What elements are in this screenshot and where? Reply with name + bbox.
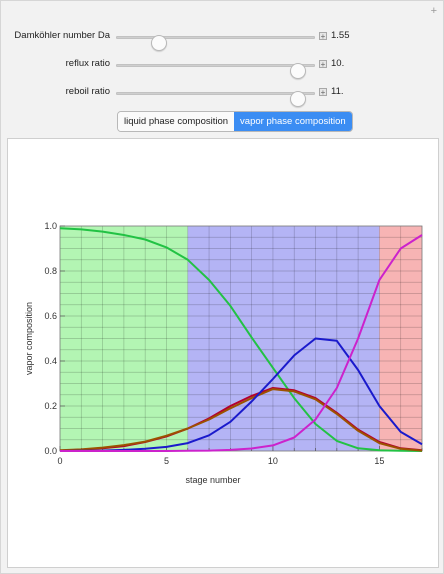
series-line-4 [60,234,423,452]
y-tick-label: 0.2 [44,401,57,411]
damkohler-control: Damköhler number Da + 1.55 [1,29,444,51]
damkohler-value: 1.55 [331,30,350,41]
series-line-2 [59,388,423,452]
reflux-label: reflux ratio [65,58,110,69]
damkohler-expand-icon[interactable]: + [319,32,327,41]
reboil-label: reboil ratio [65,86,110,97]
x-tick-label: 15 [374,456,384,466]
reflux-slider[interactable] [116,63,315,79]
phase-toggle: liquid phase composition vapor phase com… [117,111,353,132]
composition-chart: 0 5 10 15 0.0 0.2 0.4 0.6 0.8 1.0 stage number vapo… [24,221,423,485]
vapor-phase-button[interactable]: vapor phase composition [234,112,352,131]
reboil-slider-thumb[interactable] [289,91,306,107]
reboil-slider[interactable] [116,91,315,107]
y-tick-label: 0.8 [44,266,57,276]
region-0 [60,226,188,451]
liquid-phase-button[interactable]: liquid phase composition [118,112,235,131]
reboil-expand-icon[interactable]: + [319,88,327,97]
plot-border [59,225,423,452]
damkohler-slider[interactable] [116,35,315,51]
reboil-value: 11. [331,86,344,97]
y-tick-label: 0.4 [44,356,57,366]
plot-frame: 0 5 10 15 0.0 0.2 0.4 0.6 0.8 1.0 stage number vapo… [7,138,439,568]
damkohler-slider-thumb[interactable] [150,35,167,51]
x-tick-label: 10 [268,456,278,466]
damkohler-label: Damköhler number Da [14,30,110,41]
reflux-control: reflux ratio + 10. [1,57,444,79]
reboil-control: reboil ratio + 11. [1,85,444,107]
y-tick-label: 0.0 [44,446,57,456]
x-tick-label: 0 [57,456,62,466]
y-axis-label: vapor composition [24,302,34,375]
y-tick-label: 1.0 [44,221,57,231]
y-tick-label: 0.6 [44,311,57,321]
reflux-slider-thumb[interactable] [289,63,306,79]
series-line-0 [59,227,423,452]
options-plus-icon[interactable]: + [430,5,437,17]
x-axis-label: stage number [185,475,240,485]
reflux-expand-icon[interactable]: + [319,60,327,69]
x-tick-label: 5 [164,456,169,466]
reflux-value: 10. [331,58,345,69]
